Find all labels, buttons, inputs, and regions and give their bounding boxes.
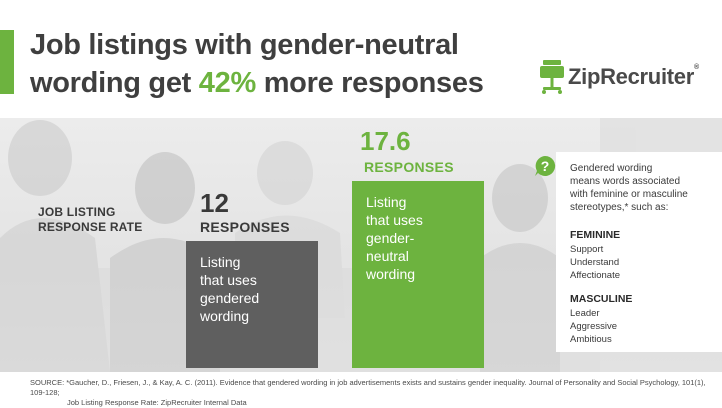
source-citation: SOURCE: *Gaucher, D., Friesen, J., & Kay… <box>30 378 722 408</box>
feminine-word-list: Support Understand Affectionate <box>570 243 620 282</box>
source-line-2: Job Listing Response Rate: ZipRecruiter … <box>67 398 247 407</box>
masculine-word: Ambitious <box>570 334 612 345</box>
page-title: Job listings with gender-neutral wording… <box>30 26 484 102</box>
title-highlight: 42% <box>198 67 256 99</box>
question-icon: ? <box>535 155 556 176</box>
axis-label: JOB LISTING RESPONSE RATE <box>38 205 142 235</box>
bar-category-line: that uses <box>200 272 257 288</box>
feminine-word: Support <box>570 244 604 255</box>
title-line-2-start: wording get <box>30 67 199 99</box>
bar-category-line: Listing <box>200 254 241 270</box>
logo-wordmark: ZipRecruiter® <box>568 64 699 89</box>
masculine-word: Aggressive <box>570 321 617 332</box>
bar-category-line: Listing <box>366 194 407 210</box>
logo-trademark: ® <box>693 64 699 71</box>
bar-category-line: wording <box>366 266 416 282</box>
bar-unit-label: RESPONSES <box>364 159 454 175</box>
bar-category-line: gendered <box>200 290 260 306</box>
bar: Listing that uses gender-neutral wording <box>352 181 484 368</box>
svg-text:?: ? <box>541 158 550 174</box>
axis-label-line-2: RESPONSE RATE <box>38 220 143 234</box>
feminine-heading: FEMININE <box>570 229 621 241</box>
bar-unit-label: RESPONSES <box>200 219 290 235</box>
chair-icon <box>540 60 564 94</box>
info-panel <box>556 152 722 352</box>
definition-text: Gendered wording means words associated … <box>570 163 688 213</box>
bar-category-line: wording <box>200 308 250 324</box>
bar-category-line: neutral <box>366 248 409 264</box>
masculine-word: Leader <box>570 308 600 319</box>
axis-label-line-1: JOB LISTING <box>38 205 116 219</box>
bar-value-label: 12 <box>200 188 229 218</box>
title-line-2-end: more responses <box>255 67 484 99</box>
source-line-1: SOURCE: *Gaucher, D., Friesen, J., & Kay… <box>30 378 706 397</box>
masculine-heading: MASCULINE <box>570 293 633 305</box>
bar: Listing that uses gendered wording <box>186 241 318 368</box>
bar-category-label: Listing that uses gendered wording <box>200 253 259 325</box>
title-accent-bar <box>0 30 14 94</box>
bar-value-label: 17.6 <box>360 126 411 156</box>
ziprecruiter-logo: ZipRecruiter® <box>540 60 699 94</box>
masculine-word-list: Leader Aggressive Ambitious <box>570 307 617 346</box>
bar-category-line: that uses <box>366 212 423 228</box>
bar-category-label: Listing that uses gender-neutral wording <box>366 193 423 283</box>
feminine-word: Affectionate <box>570 270 621 281</box>
feminine-word: Understand <box>570 257 620 268</box>
bar-category-line: gender- <box>366 230 415 246</box>
title-line-1: Job listings with gender-neutral <box>30 29 459 61</box>
